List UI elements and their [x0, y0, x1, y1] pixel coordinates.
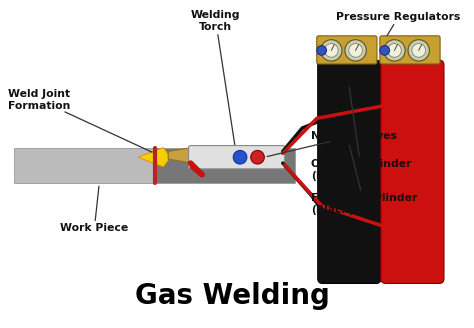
Text: Welding
Torch: Welding Torch — [191, 10, 240, 145]
Text: Needle Valves: Needle Valves — [267, 131, 397, 156]
Bar — [155, 149, 295, 183]
Circle shape — [384, 40, 405, 61]
Circle shape — [412, 44, 426, 57]
Text: Oxygen Cylinder
(Black): Oxygen Cylinder (Black) — [311, 87, 411, 181]
Circle shape — [345, 40, 366, 61]
Circle shape — [320, 40, 342, 61]
Circle shape — [349, 44, 363, 57]
Circle shape — [325, 44, 338, 57]
Circle shape — [251, 151, 264, 164]
Text: Pressure Regulators: Pressure Regulators — [336, 12, 461, 35]
Circle shape — [408, 40, 429, 61]
FancyBboxPatch shape — [381, 60, 444, 283]
Bar — [14, 149, 155, 183]
Circle shape — [317, 46, 327, 55]
Polygon shape — [168, 148, 192, 163]
Circle shape — [388, 44, 401, 57]
FancyBboxPatch shape — [380, 36, 440, 64]
Text: Gas Welding: Gas Welding — [135, 282, 330, 310]
Polygon shape — [138, 148, 169, 167]
Text: Weld Joint
Formation: Weld Joint Formation — [8, 89, 152, 152]
Text: Fuel Gas Cylinder
(Black): Fuel Gas Cylinder (Black) — [311, 145, 417, 215]
Text: Work Piece: Work Piece — [60, 186, 128, 233]
Circle shape — [233, 151, 247, 164]
FancyBboxPatch shape — [318, 60, 381, 283]
FancyBboxPatch shape — [317, 36, 377, 64]
FancyBboxPatch shape — [189, 146, 285, 169]
Circle shape — [380, 46, 390, 55]
